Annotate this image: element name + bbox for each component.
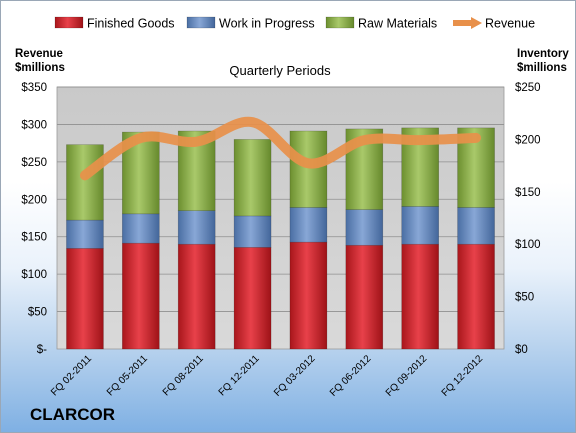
x-tick-label: FQ 08-2011	[161, 353, 206, 398]
left-tick-label: $350	[21, 82, 47, 94]
company-name: CLARCOR	[30, 405, 115, 424]
bar-finished-goods	[345, 244, 384, 350]
bar-finished-goods	[401, 243, 439, 350]
legend-swatch-raw-materials	[325, 16, 355, 29]
right-tick-label: $50	[515, 292, 534, 304]
bar-finished-goods	[122, 242, 160, 350]
legend-label: Finished Goods	[87, 17, 175, 31]
left-axis-title-line2: $millions	[15, 62, 65, 74]
left-axis-ticks: $- $50 $100 $150 $200 $250 $300 $350	[21, 82, 47, 356]
right-axis-title-line1: Inventory	[517, 48, 569, 60]
left-tick-label: $200	[21, 194, 47, 206]
bar-work-in-progress	[122, 213, 160, 244]
right-tick-label: $100	[515, 239, 541, 251]
revenue-line	[79, 116, 482, 181]
right-tick-label: $200	[515, 134, 541, 146]
bars	[66, 127, 495, 350]
left-tick-label: $-	[37, 344, 47, 356]
x-tick-label: FQ 06-2012	[328, 353, 374, 399]
bar-work-in-progress	[66, 219, 104, 249]
right-tick-label: $250	[515, 82, 541, 94]
legend-swatch-finished-goods	[54, 16, 84, 29]
x-tick-label: FQ 12-2012	[440, 353, 486, 399]
bar-work-in-progress	[345, 209, 384, 246]
bar-raw-materials	[289, 130, 328, 208]
bar-work-in-progress	[289, 207, 328, 243]
right-axis-title-line2: $millions	[517, 62, 567, 74]
bar-raw-materials	[66, 144, 104, 221]
x-tick-label: FQ 03-2012	[272, 353, 318, 399]
bar-work-in-progress	[457, 207, 495, 245]
legend-swatch-work-in-progress	[186, 16, 216, 29]
left-tick-label: $150	[21, 232, 47, 244]
right-tick-label: $0	[515, 344, 528, 356]
left-tick-label: $250	[21, 157, 47, 169]
x-tick-label: FQ 12-2011	[217, 353, 262, 398]
bar-finished-goods	[233, 247, 272, 350]
bar-work-in-progress	[401, 206, 439, 245]
x-tick-label: FQ 02-2011	[49, 353, 94, 398]
bar-finished-goods	[457, 243, 495, 350]
bar-finished-goods	[177, 243, 216, 350]
x-tick-label: FQ 05-2011	[105, 353, 150, 398]
bar-work-in-progress	[233, 215, 272, 248]
bar-finished-goods	[66, 248, 104, 350]
legend-label: Raw Materials	[358, 17, 437, 31]
bar-work-in-progress	[177, 210, 216, 245]
right-tick-label: $150	[515, 187, 541, 199]
x-tick-label: FQ 09-2012	[384, 353, 430, 399]
legend-arrow-icon	[471, 17, 482, 29]
left-axis-title-line1: Revenue	[15, 48, 63, 60]
x-axis-ticks: FQ 02-2011 FQ 05-2011 FQ 08-2011 FQ 12-2011…	[49, 353, 485, 399]
right-axis-ticks: $0 $50 $100 $150 $200 $250	[515, 82, 541, 356]
legend-label: Work in Progress	[219, 17, 315, 31]
legend-label: Revenue	[485, 17, 535, 31]
chart-subtitle: Quarterly Periods	[229, 63, 331, 78]
left-tick-label: $50	[28, 307, 47, 319]
revenue-line-path	[79, 116, 482, 181]
left-tick-label: $100	[21, 269, 47, 281]
bar-raw-materials	[233, 139, 272, 217]
bar-finished-goods	[289, 241, 328, 350]
left-tick-label: $300	[21, 119, 47, 131]
legend: Finished Goods Work in Progress Raw Materi…	[54, 16, 535, 31]
